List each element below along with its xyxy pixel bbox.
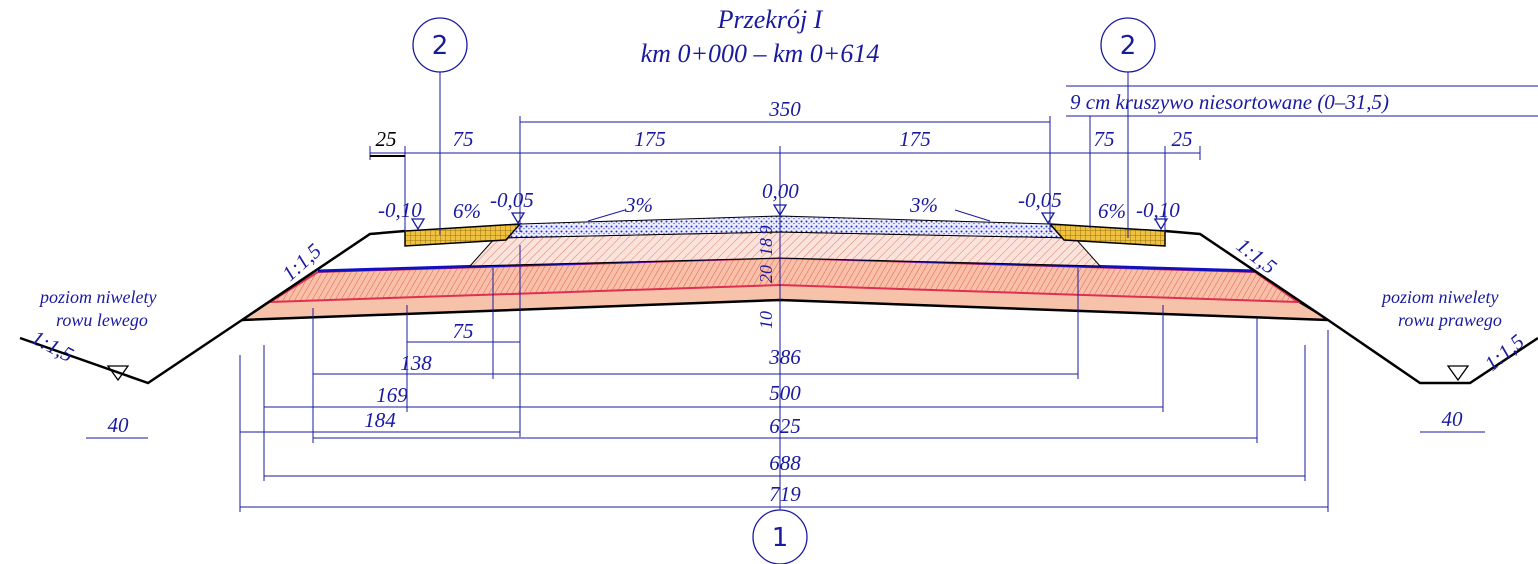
ditch-width: 40 (1442, 407, 1464, 431)
slope: 3% (909, 193, 938, 217)
elevation: -0,05 (1018, 188, 1062, 212)
callout-circles (412, 17, 1156, 564)
outline-right (1164, 229, 1538, 385)
callout: 2 (432, 31, 449, 61)
ditch-label: poziom niwelety (38, 287, 156, 307)
slope: 3% (624, 193, 653, 217)
dimension: 386 (768, 345, 801, 369)
leader-lines (439, 72, 1538, 510)
layer-thickness: 20 (756, 265, 776, 283)
dimension: 184 (364, 408, 396, 432)
shoulder-left (404, 223, 522, 247)
layer-thickness: 18 (756, 238, 776, 256)
dimension: 25 (376, 127, 397, 151)
batter-slope: 1:1,5 (28, 325, 78, 367)
dimension: 719 (769, 482, 801, 506)
slope: 6% (453, 199, 481, 223)
dimension: 350 (768, 97, 801, 121)
ditch-label: poziom niwelety (1380, 287, 1498, 307)
elevation: -0,10 (378, 198, 422, 222)
ditch-width: 40 (108, 413, 130, 437)
layer-thickness: 9 (756, 226, 776, 235)
dimension: 688 (769, 451, 801, 475)
dimension-lines (86, 116, 1485, 512)
dimension: 75 (453, 127, 474, 151)
title: Przekrój I (717, 5, 824, 34)
ditch-label: rowu lewego (56, 310, 148, 330)
dimension: 625 (769, 414, 801, 438)
shoulder-right (1048, 223, 1166, 247)
elevation: -0,05 (490, 188, 534, 212)
dimension: 175 (634, 127, 666, 151)
ditch-label: rowu prawego (1398, 310, 1502, 330)
dimension: 25 (1172, 127, 1193, 151)
slope: 6% (1098, 199, 1126, 223)
elevation: 0,00 (762, 179, 799, 203)
dimension: 138 (400, 351, 432, 375)
callout: 1 (772, 523, 789, 553)
elevation: -0,10 (1136, 198, 1180, 222)
batter-slope: 1:1,5 (1480, 329, 1529, 376)
subtitle: km 0+000 – km 0+614 (641, 39, 880, 68)
dimension: 75 (1094, 127, 1115, 151)
dimension: 75 (453, 319, 474, 343)
dimension: 175 (899, 127, 931, 151)
dimension: 169 (376, 383, 408, 407)
layer-thickness: 10 (756, 311, 776, 329)
layer-note: 9 cm kruszywo niesortowane (0–31,5) (1070, 90, 1389, 114)
dimension: 500 (769, 381, 801, 405)
callout: 2 (1120, 31, 1137, 61)
